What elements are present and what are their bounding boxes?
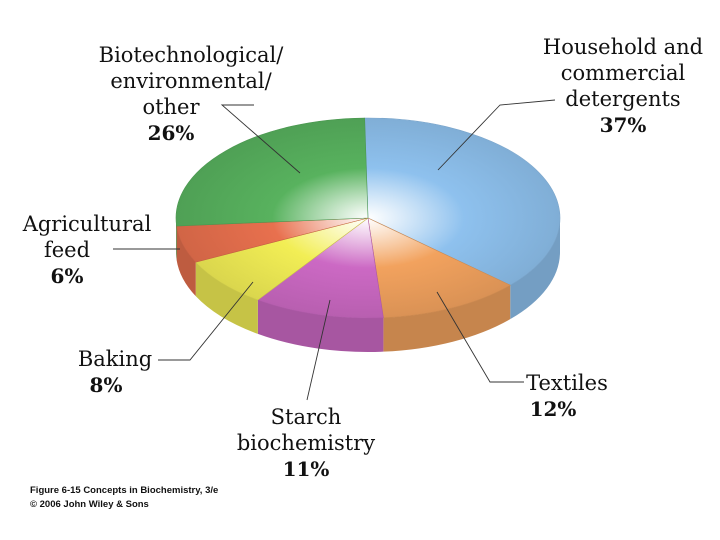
label-agri-line1: Agricultural [22, 212, 152, 236]
label-biotech-pct: 26% [147, 121, 195, 145]
pie-slice-biotechnological-environmental-other [175, 117, 369, 227]
pie-slice-household-and-commercial-detergents [364, 117, 561, 286]
label-textiles: Textiles 12% [515, 370, 619, 422]
label-detergents-pct: 37% [599, 113, 647, 137]
pie-side-textiles [383, 285, 511, 352]
pie-slice-textiles [367, 217, 511, 318]
label-agri: Agricultural feed 6% [22, 211, 152, 289]
leader-line-baking [158, 281, 254, 361]
label-detergents: Household and commercial detergents 37% [540, 34, 706, 138]
label-biotech-line1: Biotechnological/ [98, 43, 284, 67]
label-baking-pct: 8% [89, 373, 123, 397]
label-biotech: Biotechnological/ environmental/ other 2… [96, 42, 286, 146]
leader-line-starch [306, 299, 331, 401]
label-biotech-line3: other [142, 95, 200, 119]
leader-lines [113, 99, 556, 401]
label-starch-pct: 11% [282, 457, 330, 481]
caption-line1: Figure 6-15 Concepts in Biochemistry, 3/… [30, 485, 219, 496]
pie-tops [175, 117, 561, 319]
label-textiles-line1: Textiles [526, 371, 608, 395]
label-detergents-line3: detergents [565, 87, 681, 111]
label-biotech-line2: environmental/ [110, 69, 272, 93]
label-textiles-pct: 12% [529, 397, 577, 421]
leader-line-biotech [220, 104, 301, 174]
leader-line-detergents [437, 99, 556, 171]
pie-side-baking [195, 262, 258, 334]
pie-side-agricultural-feed [176, 226, 196, 297]
label-baking: Baking 8% [70, 346, 160, 398]
label-starch-line2: biochemistry [236, 431, 376, 455]
pie-sides [176, 218, 560, 353]
pie-side-starch-biochemistry [257, 299, 384, 353]
label-detergents-line1: Household and [542, 35, 704, 59]
caption-line2: © 2006 John Wiley & Sons [30, 499, 149, 510]
label-starch: Starch biochemistry 11% [236, 404, 376, 482]
label-starch-line1: Starch [270, 405, 342, 429]
label-baking-line1: Baking [77, 347, 153, 371]
pie-slice-starch-biochemistry [257, 217, 384, 319]
label-agri-pct: 6% [50, 264, 84, 288]
label-detergents-line2: commercial [560, 61, 686, 85]
leader-line-textiles [436, 291, 524, 383]
figure-caption: Figure 6-15 Concepts in Biochemistry, 3/… [30, 484, 218, 512]
pie-side-biotechnological-environmental-other [176, 218, 177, 261]
label-agri-line2: feed [43, 238, 91, 262]
pie-side-household-and-commercial-detergents [510, 218, 560, 320]
pie-slice-baking [195, 217, 369, 301]
